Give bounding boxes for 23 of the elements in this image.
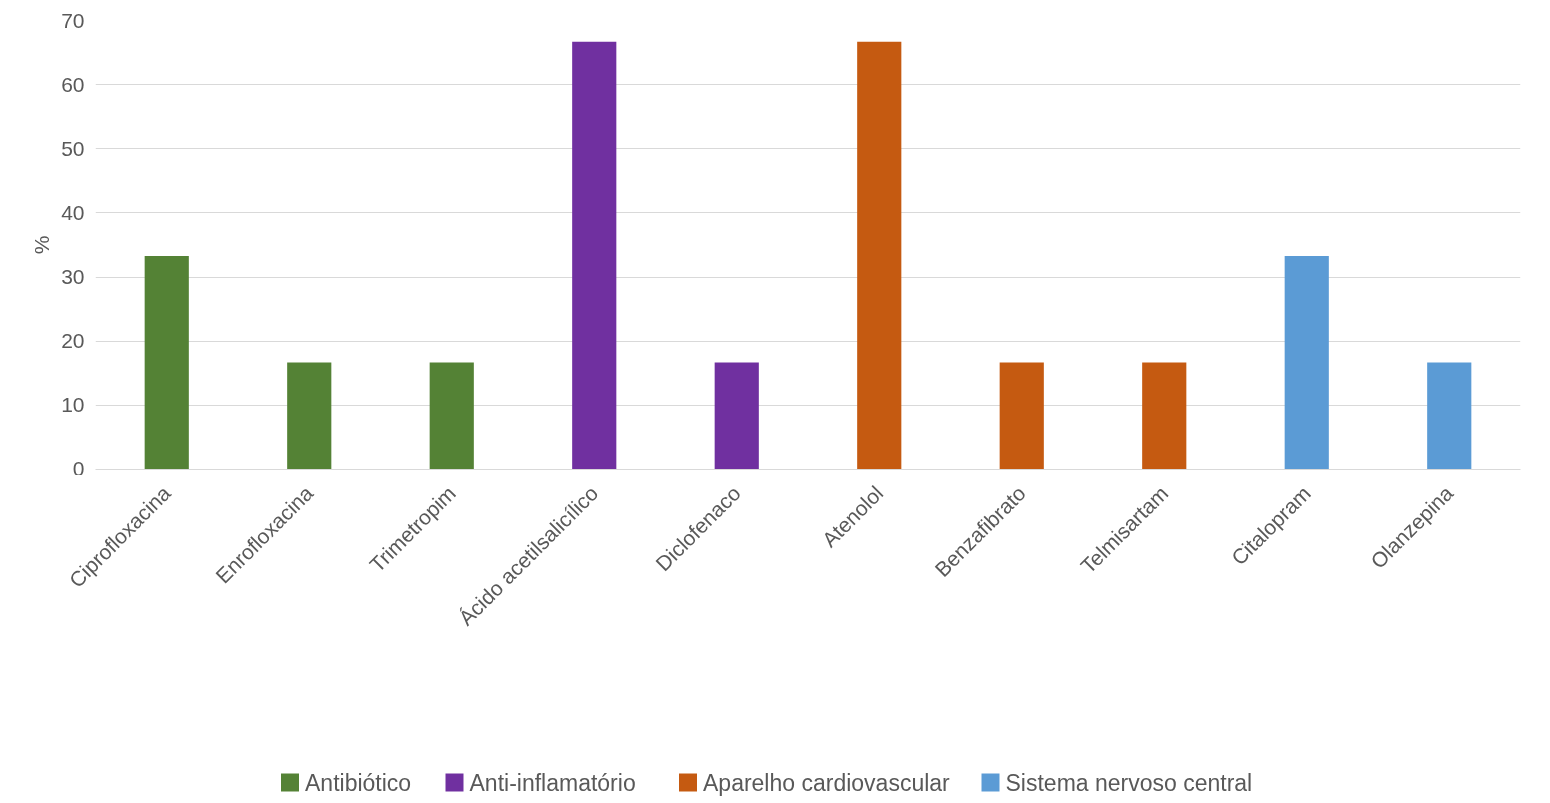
bar (714, 362, 759, 470)
bar (144, 255, 189, 470)
y-tick-label: 10 (61, 393, 85, 417)
bar (429, 362, 474, 470)
y-tick-label: 70 (61, 8, 85, 32)
bar (1142, 362, 1187, 470)
y-tick-label: 30 (61, 265, 85, 289)
bar (1427, 362, 1472, 470)
y-tick-label: 60 (61, 72, 85, 96)
legend-label: Aparelho cardiovascular (703, 769, 951, 796)
y-tick-label: 50 (61, 136, 85, 160)
legend-label: Anti-inflamatório (469, 769, 636, 796)
legend-label: Antibiótico (305, 769, 412, 796)
y-axis-title: % (30, 235, 54, 255)
bar (287, 362, 332, 470)
y-tick-label: 40 (61, 200, 85, 224)
y-tick-label: 20 (61, 329, 85, 353)
bar (572, 41, 617, 470)
legend-label: Sistema nervoso central (1005, 769, 1253, 796)
y-tick-label: 0 (72, 456, 85, 480)
bar (999, 362, 1044, 470)
bar (1284, 255, 1329, 470)
bar (857, 41, 902, 470)
